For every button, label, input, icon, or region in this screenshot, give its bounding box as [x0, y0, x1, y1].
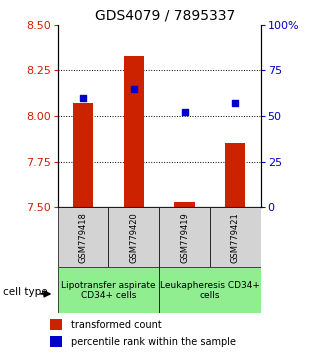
Bar	[58, 207, 109, 267]
Bar	[159, 207, 210, 267]
Point	[81, 95, 86, 101]
Text: Lipotransfer aspirate
CD34+ cells: Lipotransfer aspirate CD34+ cells	[61, 281, 156, 300]
Text: GSM779421: GSM779421	[231, 212, 240, 263]
Bar	[175, 202, 195, 207]
Bar	[73, 103, 93, 207]
Bar	[109, 207, 159, 267]
Text: cell type: cell type	[3, 287, 47, 297]
Bar	[159, 267, 261, 313]
Bar	[225, 143, 246, 207]
Bar	[58, 267, 159, 313]
Bar	[124, 56, 144, 207]
Text: percentile rank within the sample: percentile rank within the sample	[71, 337, 236, 347]
Text: Leukapheresis CD34+
cells: Leukapheresis CD34+ cells	[160, 281, 260, 300]
Bar	[50, 336, 62, 347]
Text: GSM779420: GSM779420	[129, 212, 138, 263]
Point	[131, 86, 137, 91]
Text: GSM779419: GSM779419	[180, 212, 189, 263]
Bar	[210, 207, 261, 267]
Bar	[50, 319, 62, 330]
Text: GSM779418: GSM779418	[79, 212, 88, 263]
Point	[182, 109, 187, 115]
Text: GDS4079 / 7895337: GDS4079 / 7895337	[95, 9, 235, 23]
Point	[233, 100, 238, 106]
Text: transformed count: transformed count	[71, 320, 161, 330]
